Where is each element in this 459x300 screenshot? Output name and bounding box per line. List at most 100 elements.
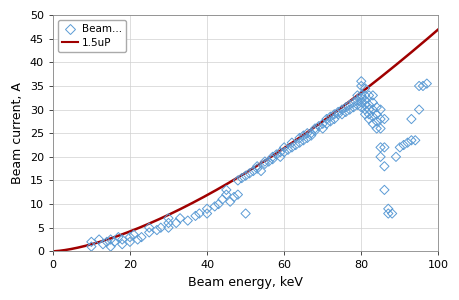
Point bbox=[157, 225, 164, 230]
Point bbox=[299, 138, 307, 143]
Point bbox=[330, 117, 337, 122]
Point bbox=[307, 131, 314, 136]
Point bbox=[269, 157, 276, 162]
Point bbox=[414, 107, 422, 112]
Point bbox=[107, 237, 114, 242]
Point bbox=[357, 105, 364, 110]
Point bbox=[369, 93, 376, 98]
Point bbox=[118, 242, 126, 247]
Y-axis label: Beam current, A: Beam current, A bbox=[11, 82, 24, 184]
Point bbox=[241, 211, 249, 216]
Point bbox=[334, 112, 341, 117]
Point bbox=[222, 188, 230, 192]
Point bbox=[303, 136, 310, 140]
Point bbox=[269, 154, 276, 159]
Point bbox=[191, 214, 199, 218]
Point bbox=[311, 126, 318, 131]
Point bbox=[118, 237, 126, 242]
Point bbox=[245, 171, 252, 176]
Point bbox=[337, 107, 345, 112]
Point bbox=[153, 228, 160, 232]
Point bbox=[238, 176, 245, 181]
Point bbox=[353, 93, 360, 98]
Point bbox=[380, 117, 387, 122]
Point bbox=[349, 100, 357, 105]
Point bbox=[241, 173, 249, 178]
Point bbox=[253, 164, 260, 169]
Point bbox=[372, 119, 380, 124]
Point bbox=[361, 112, 368, 117]
Point bbox=[422, 81, 430, 86]
Point bbox=[295, 136, 302, 140]
Point bbox=[376, 126, 383, 131]
Point bbox=[357, 79, 364, 84]
Point bbox=[103, 239, 110, 244]
Point bbox=[372, 112, 380, 117]
Point bbox=[349, 105, 357, 110]
Point bbox=[341, 105, 349, 110]
Point bbox=[369, 114, 376, 119]
Point bbox=[203, 206, 210, 211]
Point bbox=[361, 98, 368, 103]
Point bbox=[399, 142, 407, 147]
Point bbox=[364, 107, 372, 112]
Point bbox=[291, 142, 299, 147]
Point bbox=[284, 147, 291, 152]
Point bbox=[345, 107, 353, 112]
Point bbox=[145, 225, 152, 230]
Point bbox=[364, 117, 372, 122]
Point bbox=[253, 166, 260, 171]
Point bbox=[134, 237, 141, 242]
Point bbox=[130, 232, 137, 237]
Point bbox=[264, 159, 272, 164]
Point bbox=[403, 140, 410, 145]
Point bbox=[126, 235, 133, 239]
Point bbox=[364, 112, 372, 117]
Point bbox=[88, 244, 95, 249]
Point bbox=[226, 199, 233, 204]
Point bbox=[288, 140, 295, 145]
Point bbox=[376, 145, 383, 150]
Point bbox=[418, 84, 425, 88]
Point bbox=[384, 211, 391, 216]
Point bbox=[114, 235, 122, 239]
Point bbox=[164, 216, 172, 220]
Point bbox=[249, 169, 257, 173]
Point bbox=[288, 145, 295, 150]
Point bbox=[261, 159, 268, 164]
Point bbox=[376, 117, 383, 122]
Point bbox=[195, 211, 202, 216]
Point bbox=[261, 161, 268, 166]
Point bbox=[357, 95, 364, 100]
Point bbox=[230, 195, 237, 200]
Point bbox=[164, 225, 172, 230]
Point bbox=[214, 202, 222, 206]
Point bbox=[361, 107, 368, 112]
Point bbox=[337, 112, 345, 117]
Point bbox=[234, 192, 241, 197]
Point bbox=[176, 216, 183, 220]
Point bbox=[326, 114, 333, 119]
Point bbox=[172, 220, 179, 225]
Point bbox=[376, 154, 383, 159]
Point bbox=[414, 84, 422, 88]
Point bbox=[184, 218, 191, 223]
Point bbox=[307, 133, 314, 138]
Point bbox=[322, 122, 330, 126]
Point bbox=[357, 100, 364, 105]
Point bbox=[280, 145, 287, 150]
Point bbox=[380, 145, 387, 150]
Point bbox=[387, 211, 395, 216]
Point bbox=[353, 103, 360, 107]
Point bbox=[299, 133, 307, 138]
X-axis label: Beam energy, keV: Beam energy, keV bbox=[188, 276, 302, 289]
Point bbox=[295, 140, 302, 145]
Point bbox=[330, 112, 337, 117]
Point bbox=[164, 220, 172, 225]
Point bbox=[407, 138, 414, 143]
Point bbox=[257, 169, 264, 173]
Point bbox=[369, 122, 376, 126]
Point bbox=[203, 211, 210, 216]
Point bbox=[380, 164, 387, 169]
Point bbox=[276, 150, 283, 154]
